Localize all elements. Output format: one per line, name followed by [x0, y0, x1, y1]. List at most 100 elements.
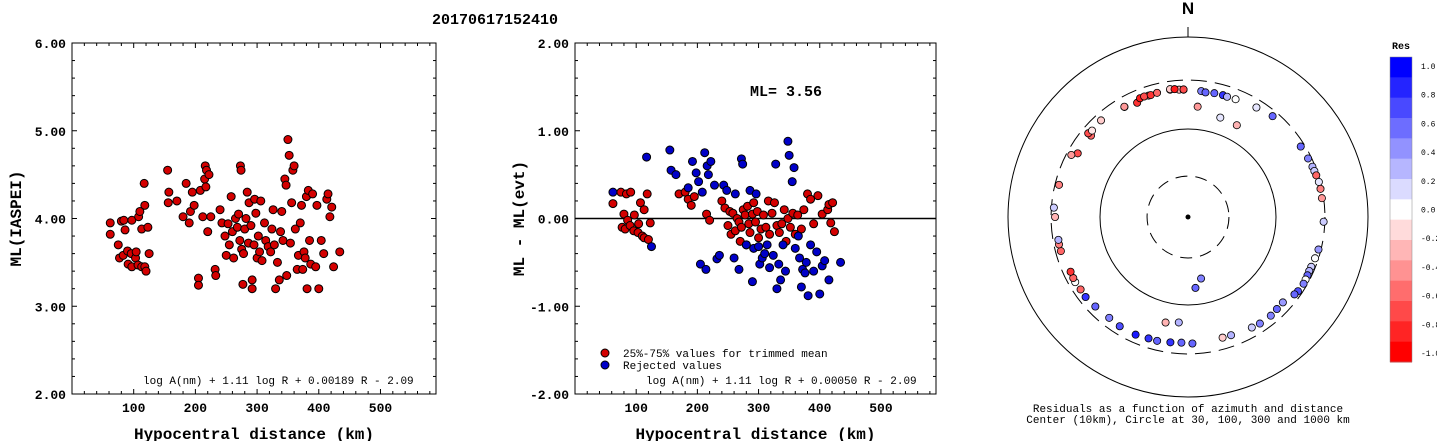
data-point — [203, 227, 213, 237]
ring-30km — [1146, 175, 1230, 259]
data-point — [730, 189, 740, 199]
data-point — [799, 205, 809, 215]
data-point — [772, 284, 782, 294]
data-point — [238, 279, 248, 289]
data-point — [312, 200, 322, 210]
station-residual-point — [1232, 121, 1241, 130]
data-point — [141, 266, 151, 276]
data-point — [266, 247, 276, 257]
data-point — [706, 156, 716, 166]
colorbar-frame — [1389, 56, 1413, 363]
data-point — [289, 161, 299, 171]
data-point — [722, 185, 732, 195]
x-tick-label: 300 — [245, 401, 269, 416]
x-axis-label: Hypocentral distance (km) — [134, 426, 374, 441]
station-residual-point — [1252, 103, 1261, 112]
data-point — [211, 271, 221, 281]
legend-label: 25%-75% values for trimmed mean — [623, 349, 828, 361]
colorbar-tick-label: -0.6 — [1421, 293, 1437, 302]
data-point — [234, 209, 244, 219]
data-point — [608, 199, 618, 209]
station-residual-point — [1255, 319, 1264, 328]
azimuth-residual-polar-panel: N Residuals as a function of azimuth and … — [1007, 0, 1437, 427]
data-point — [741, 240, 751, 250]
data-point — [229, 253, 239, 263]
station-residual-point — [1166, 338, 1175, 347]
data-point — [734, 264, 744, 274]
colorbar-tick-label: 0.0 — [1421, 207, 1436, 216]
y-tick-label: -2.00 — [530, 388, 569, 403]
data-point — [295, 218, 305, 228]
legend-marker — [600, 360, 610, 370]
colorbar-tick-label: -0.2 — [1421, 235, 1437, 244]
data-point — [267, 224, 277, 234]
data-point — [829, 227, 839, 237]
station-residual-point — [1051, 212, 1060, 221]
data-point — [181, 178, 191, 188]
data-point — [163, 198, 173, 208]
data-point — [239, 249, 249, 259]
data-point — [824, 275, 834, 285]
data-point — [184, 218, 194, 228]
y-tick-label: 4.00 — [35, 213, 66, 228]
station-residual-point — [1066, 267, 1075, 276]
data-point — [815, 289, 825, 299]
data-point — [201, 182, 211, 192]
data-point — [335, 247, 345, 257]
data-point — [784, 150, 794, 160]
data-point — [777, 219, 787, 229]
epicenter-marker — [1185, 214, 1191, 220]
polar-caption-line-2: Center (10km), Circle at 30, 100, 300 an… — [1026, 415, 1350, 427]
data-point — [232, 222, 242, 232]
data-point — [251, 208, 261, 218]
data-point — [701, 264, 711, 274]
ml-vs-distance-panel: 2.00 3.00 4.00 5.00 6.00 100 200 300 400 500 Hypoc… — [8, 37, 437, 441]
data-point — [297, 200, 307, 210]
data-point — [740, 210, 750, 220]
data-point — [683, 183, 693, 193]
data-point — [305, 235, 315, 245]
data-point — [198, 212, 208, 222]
x-tick-label: 100 — [122, 401, 146, 416]
data-point — [687, 156, 697, 166]
station-residual-point — [1120, 102, 1129, 111]
data-point — [223, 219, 233, 229]
ml-annotation: ML= 3.56 — [750, 84, 822, 101]
y-tick-label: 3.00 — [35, 300, 66, 315]
data-point — [120, 225, 130, 235]
station-residual-point — [1177, 338, 1186, 347]
colorbar-swatch — [1390, 199, 1412, 221]
data-point — [206, 212, 216, 222]
data-point — [255, 247, 265, 257]
data-point — [105, 229, 115, 239]
data-point — [765, 263, 775, 273]
data-point — [809, 219, 819, 229]
station-residual-point — [1314, 245, 1323, 254]
residual-vs-distance-panel: -2.00 -1.00 0.00 1.00 2.00 100 200 300 400 500 Hyp… — [511, 37, 937, 441]
data-point — [776, 275, 786, 285]
data-point — [751, 217, 760, 227]
colorbar-swatch — [1390, 118, 1412, 139]
data-point — [801, 257, 811, 267]
data-point — [793, 231, 803, 241]
colorbar-tick-label: -0.8 — [1421, 321, 1437, 330]
data-point — [119, 215, 129, 225]
data-point — [689, 192, 699, 202]
station-residual-point — [1296, 142, 1305, 151]
station-residual-point — [1081, 293, 1090, 302]
data-point — [754, 242, 764, 252]
data-point — [645, 218, 655, 228]
data-point — [629, 210, 639, 220]
colorbar-swatch — [1390, 179, 1412, 200]
colorbar-swatch — [1390, 301, 1412, 322]
ring-100km — [1099, 128, 1277, 306]
data-point — [691, 168, 701, 178]
data-point — [796, 282, 806, 292]
data-point — [144, 249, 154, 259]
data-point — [646, 242, 656, 252]
data-point — [705, 215, 715, 225]
data-point — [767, 208, 777, 218]
colorbar-swatch — [1390, 321, 1412, 343]
data-point — [803, 291, 813, 301]
colorbar-tick-label: -1.0 — [1421, 350, 1437, 359]
